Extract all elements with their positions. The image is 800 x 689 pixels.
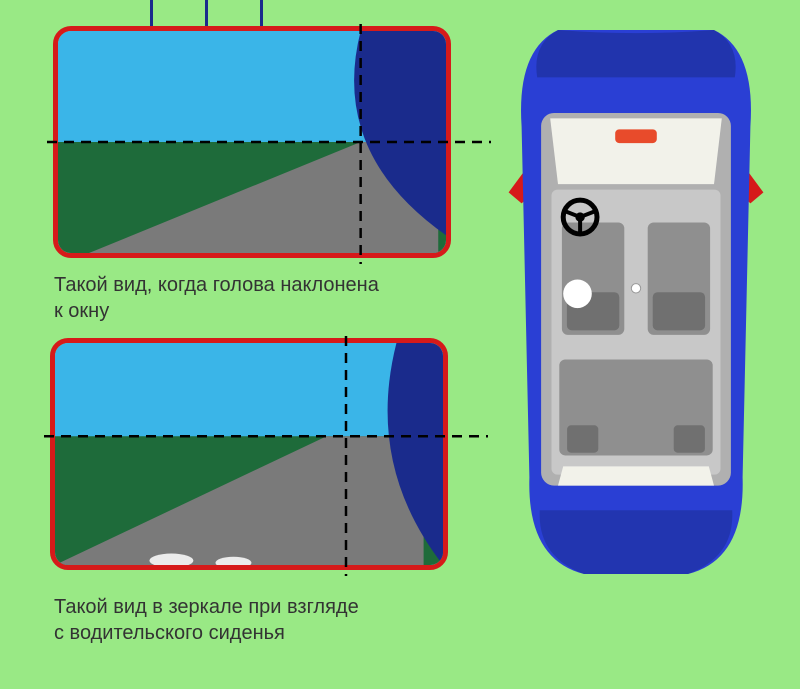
- mirror-view-driver-seat: [50, 338, 448, 570]
- caption-2-line-2: с водительского сиденья: [54, 622, 285, 644]
- caption-mirror-1: Такой вид, когда голова наклонена к окну: [54, 272, 379, 324]
- caption-mirror-2: Такой вид в зеркале при взгляде с водите…: [54, 594, 359, 646]
- car-top-view: [506, 28, 766, 576]
- caption-2-line-1: Такой вид в зеркале при взгляде: [54, 596, 359, 618]
- mirror-view-head-tilted: [53, 26, 451, 258]
- caption-1-line-2: к окну: [54, 300, 109, 322]
- caption-1-line-1: Такой вид, когда голова наклонена: [54, 274, 379, 296]
